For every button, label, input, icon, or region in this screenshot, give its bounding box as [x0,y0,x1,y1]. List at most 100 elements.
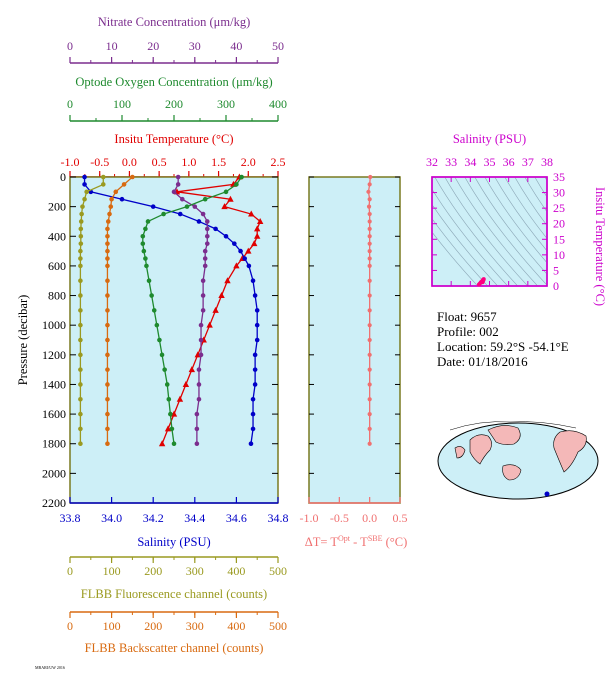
optode-oxygen-concentration-point [146,278,152,284]
flbb-backscatter-point [107,211,112,217]
oxygen-axis-title: Optode Oxygen Concentration (μm/kg) [75,75,272,89]
backscatter-axis-tick-label: 0 [67,619,73,633]
insitu-temperature-point [251,240,258,247]
insitu-temperature-point [254,225,261,232]
flbb-backscatter-point [121,182,127,187]
nitrate-concentration-point [200,308,206,313]
flbb-fluorescence-point [80,204,85,209]
temperature-axis-tick-label: 1.5 [211,155,226,169]
salinity-point [250,278,256,284]
oxygen-axis-tick-label: 300 [217,97,235,111]
insitu-temperature-point [218,292,225,299]
nitrate-axis-title: Nitrate Concentration (μm/kg) [98,15,251,29]
delta-t-point [367,441,372,446]
ts-point [480,280,485,285]
flbb-backscatter-point [105,219,111,224]
flbb-fluorescence-point [78,219,84,224]
temperature-axis-tick-label: 2.5 [271,155,286,169]
backscatter-axis-tick-label: 300 [186,619,204,633]
flbb-backscatter-point [105,367,110,372]
flbb-backscatter-point [105,248,110,254]
optode-oxygen-concentration-point [143,256,148,261]
delta-t-point [367,337,372,343]
salinity-axis-tick-label: 34.4 [184,511,205,525]
temperature-axis-tick-label: 0.0 [122,155,137,169]
nitrate-concentration-point [200,211,206,217]
salinity-point [254,308,260,313]
salinity-point [177,211,183,217]
delta-t-point [368,174,373,180]
float-id: Float: 9657 [437,309,497,324]
optode-oxygen-concentration-point [157,337,162,343]
nitrate-concentration-point [180,196,185,202]
fluorescence-axis-tick-label: 500 [269,564,287,578]
salinity-point [242,256,248,261]
optode-oxygen-concentration-point [168,411,173,417]
nitrate-axis-tick-label: 0 [67,39,73,53]
delta-t-point [367,367,372,372]
flbb-backscatter-point [105,278,110,284]
fluorescence-axis-tick-label: 400 [227,564,245,578]
delta-t-point [367,241,372,246]
ts-density-contour [524,177,547,213]
delta-t-point [367,308,372,313]
pressure-axis-tick-label: 1000 [42,318,66,332]
optode-oxygen-concentration-point [159,352,165,358]
optode-oxygen-concentration-point [154,322,160,328]
flbb-fluorescence-point [78,226,84,232]
salinity-point [246,263,252,269]
ts-density-contour [534,177,547,198]
insitu-temperature-point [254,232,261,239]
nitrate-axis-tick-label: 50 [272,39,284,53]
ts-salinity-tick-label: 34 [464,155,476,169]
salinity-point [250,411,256,417]
salinity-point [252,352,258,358]
nitrate-concentration-point [204,241,210,246]
nitrate-concentration-point [196,396,202,402]
globe-map [437,421,599,500]
delta-t-point [367,197,372,202]
pressure-axis-tick-label: 200 [48,200,66,214]
ts-salinity-tick-label: 32 [426,155,438,169]
flbb-fluorescence-point [78,256,83,261]
flbb-backscatter-point [105,293,110,298]
salinity-point [238,248,243,254]
salinity-point [213,226,218,232]
nitrate-concentration-point [175,182,181,187]
nitrate-concentration-point [202,263,208,269]
flbb-fluorescence-point [100,182,106,187]
optode-oxygen-concentration-point [161,211,166,217]
ts-temperature-tick-label: 5 [553,263,559,277]
ts-density-contour [464,177,547,286]
optode-oxygen-concentration-point [140,233,146,239]
flbb-backscatter-point [105,337,110,343]
flbb-backscatter-point [105,352,110,358]
salinity-point [223,233,229,239]
optode-oxygen-concentration-point [162,367,167,372]
flbb-backscatter-point [105,441,110,447]
ts-density-contours [432,177,547,286]
float-info: Float: 9657 Profile: 002 Location: 59.2°… [437,309,569,369]
salinity-axis-tick-label: 34.2 [143,511,164,525]
insitu-temperature-point [221,203,228,210]
optode-oxygen-concentration-point [143,226,148,232]
delta-t-point [367,397,372,402]
optode-oxygen-concentration-point [184,204,190,209]
nitrate-axis-tick-label: 30 [189,39,201,53]
pressure-axis-tick-label: 1600 [42,407,66,421]
pressure-axis-tick-label: 800 [48,289,66,303]
oxygen-axis-tick-label: 400 [269,97,287,111]
salinity-axis-tick-label: 33.8 [60,511,81,525]
flbb-fluorescence-point [78,411,83,417]
optode-oxygen-concentration-point [202,196,208,202]
delta-t-point [367,182,372,187]
top-axes: 0 10 20 30 40 50 Nitrate Concentration (μm/kg)… [61,15,287,178]
flbb-fluorescence-point [78,263,83,269]
flbb-fluorescence-point [78,322,83,328]
nitrate-concentration-point [204,219,210,224]
nitrate-axis-tick-label: 40 [230,39,242,53]
ts-density-contour [504,177,547,239]
pressure-axis-tick-label: 1400 [42,377,66,391]
optode-oxygen-concentration-point [151,308,157,313]
